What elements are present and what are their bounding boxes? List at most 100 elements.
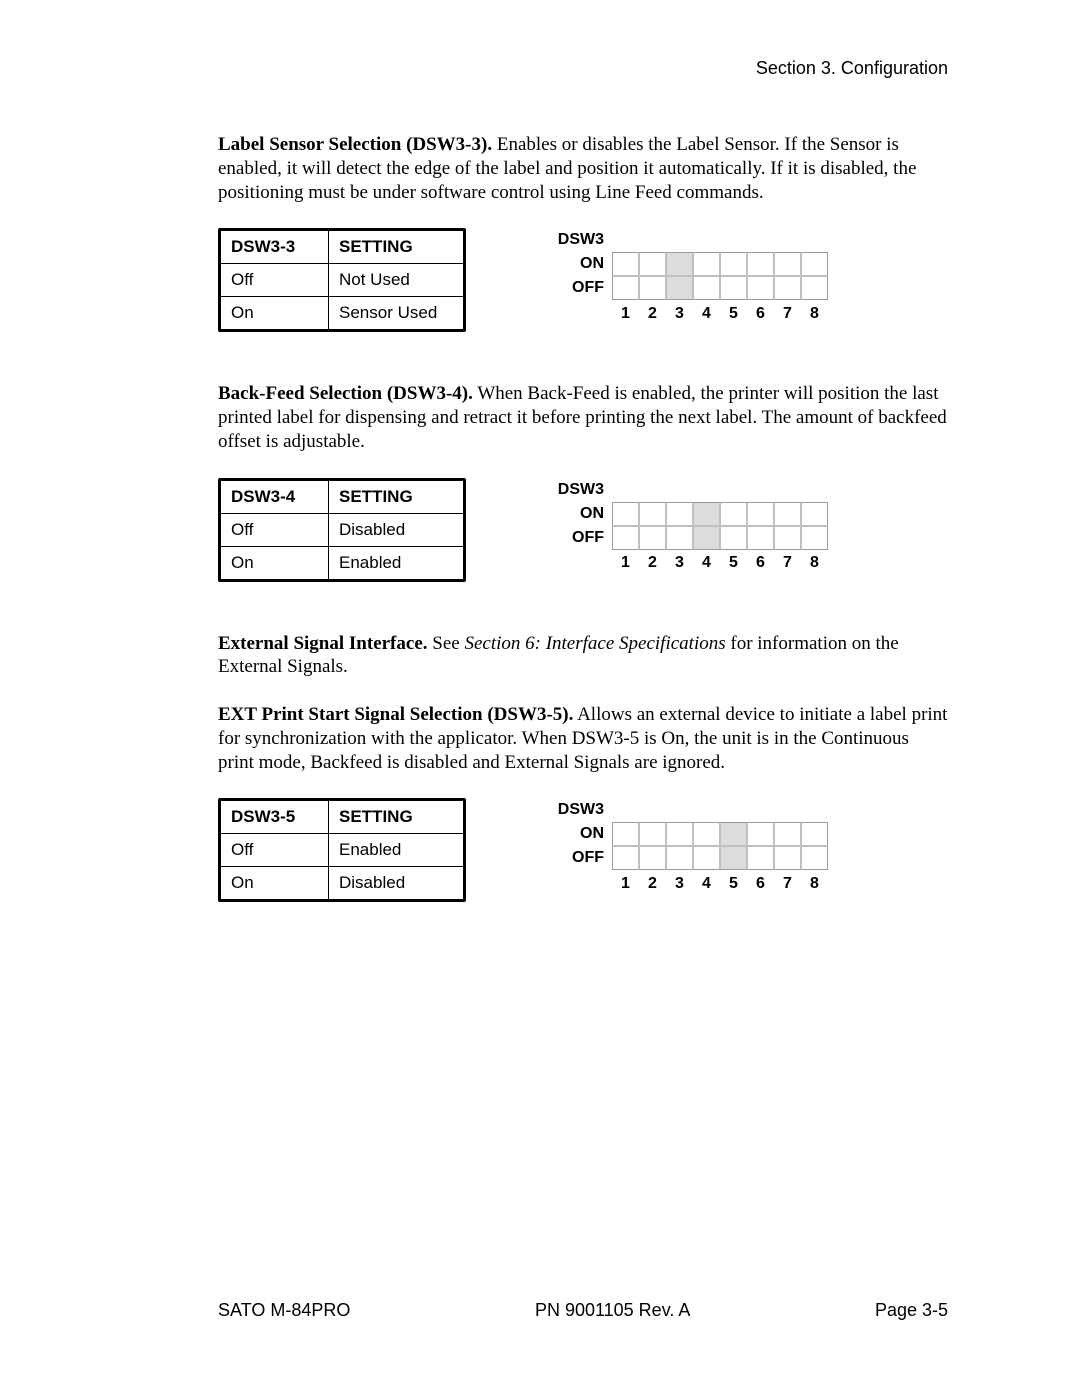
dip-cell bbox=[666, 276, 693, 300]
dip-num: 8 bbox=[801, 551, 828, 572]
table-header-row: DSW3-4 SETTING bbox=[221, 481, 463, 514]
dip-cell bbox=[801, 276, 828, 300]
dip-cell bbox=[774, 526, 801, 550]
dip-cell bbox=[612, 846, 639, 870]
dip-cell bbox=[666, 526, 693, 550]
footer-center: PN 9001105 Rev. A bbox=[535, 1300, 690, 1321]
dip-cell bbox=[693, 822, 720, 846]
dip-cell bbox=[801, 502, 828, 526]
dip-dsw3-5: DSW3ONOFF12345678 bbox=[556, 798, 828, 894]
dip-cell bbox=[720, 502, 747, 526]
dip-cell bbox=[747, 502, 774, 526]
dip-cell bbox=[774, 276, 801, 300]
dip-title: DSW3 bbox=[556, 231, 612, 249]
dip-cell bbox=[693, 846, 720, 870]
td: Not Used bbox=[329, 264, 463, 296]
dip-num: 7 bbox=[774, 551, 801, 572]
dip-cell bbox=[639, 526, 666, 550]
td: On bbox=[221, 297, 329, 329]
body-pre: See bbox=[432, 633, 464, 654]
dip-cell bbox=[747, 822, 774, 846]
dip-num: 1 bbox=[612, 302, 639, 323]
block-dsw3-3: DSW3-3 SETTING Off Not Used On Sensor Us… bbox=[218, 228, 948, 332]
table-dsw3-3: DSW3-3 SETTING Off Not Used On Sensor Us… bbox=[218, 228, 466, 332]
th-setting: SETTING bbox=[329, 231, 463, 263]
td: Sensor Used bbox=[329, 297, 463, 329]
dip-num: 8 bbox=[801, 302, 828, 323]
table-header-row: DSW3-5 SETTING bbox=[221, 801, 463, 834]
dip-num: 3 bbox=[666, 872, 693, 893]
dip-cell bbox=[612, 526, 639, 550]
td: Off bbox=[221, 514, 329, 546]
table-row: Off Not Used bbox=[221, 264, 463, 296]
dip-cell bbox=[801, 822, 828, 846]
dip-cell bbox=[774, 822, 801, 846]
body-em: Section 6: Interface Specifications bbox=[464, 633, 725, 654]
dip-cell bbox=[720, 276, 747, 300]
dip-num: 4 bbox=[693, 872, 720, 893]
dip-cell bbox=[612, 252, 639, 276]
dip-num: 2 bbox=[639, 872, 666, 893]
dip-cell bbox=[801, 252, 828, 276]
td: Off bbox=[221, 834, 329, 866]
dip-num: 5 bbox=[720, 551, 747, 572]
td: Disabled bbox=[329, 514, 463, 546]
dip-cell bbox=[639, 502, 666, 526]
td: Off bbox=[221, 264, 329, 296]
dip-off-label: OFF bbox=[556, 279, 612, 297]
para-dsw3-4: Back-Feed Selection (DSW3-4). When Back-… bbox=[218, 382, 948, 453]
th-switch: DSW3-3 bbox=[221, 231, 329, 263]
th-setting: SETTING bbox=[329, 481, 463, 513]
dip-cell bbox=[720, 846, 747, 870]
table-row: On Sensor Used bbox=[221, 296, 463, 329]
dip-cell bbox=[693, 502, 720, 526]
dip-cell bbox=[666, 846, 693, 870]
table-dsw3-5: DSW3-5 SETTING Off Enabled On Disabled bbox=[218, 798, 466, 902]
block-dsw3-5: DSW3-5 SETTING Off Enabled On Disabled D… bbox=[218, 798, 948, 902]
dip-off-label: OFF bbox=[556, 529, 612, 547]
table-row: Off Disabled bbox=[221, 514, 463, 546]
dip-num: 6 bbox=[747, 872, 774, 893]
dip-cell bbox=[774, 502, 801, 526]
dip-cell bbox=[639, 276, 666, 300]
para-ext-signal: External Signal Interface. See Section 6… bbox=[218, 632, 948, 680]
dip-num: 6 bbox=[747, 302, 774, 323]
dip-on-label: ON bbox=[556, 825, 612, 843]
dip-num: 3 bbox=[666, 551, 693, 572]
dip-cell bbox=[666, 502, 693, 526]
para-dsw3-3: Label Sensor Selection (DSW3-3). Enables… bbox=[218, 133, 948, 204]
dip-num: 1 bbox=[612, 551, 639, 572]
dip-cell bbox=[747, 276, 774, 300]
dip-cell bbox=[639, 822, 666, 846]
table-row: On Disabled bbox=[221, 866, 463, 899]
dip-cell bbox=[693, 526, 720, 550]
dip-num: 7 bbox=[774, 872, 801, 893]
th-switch: DSW3-5 bbox=[221, 801, 329, 833]
dip-title: DSW3 bbox=[556, 801, 612, 819]
dip-num: 6 bbox=[747, 551, 774, 572]
footer-right: Page 3-5 bbox=[875, 1300, 948, 1321]
running-header: Section 3. Configuration bbox=[218, 58, 948, 79]
td: Enabled bbox=[329, 547, 463, 579]
dip-cell bbox=[666, 822, 693, 846]
dip-cell bbox=[801, 526, 828, 550]
table-row: Off Enabled bbox=[221, 834, 463, 866]
dip-cell bbox=[639, 846, 666, 870]
dip-cell bbox=[747, 252, 774, 276]
dip-cell bbox=[720, 252, 747, 276]
dip-num: 5 bbox=[720, 302, 747, 323]
dip-cell bbox=[720, 822, 747, 846]
th-setting: SETTING bbox=[329, 801, 463, 833]
td: On bbox=[221, 867, 329, 899]
table-row: On Enabled bbox=[221, 546, 463, 579]
td: On bbox=[221, 547, 329, 579]
dip-cell bbox=[801, 846, 828, 870]
heading-dsw3-4: Back-Feed Selection (DSW3-4). bbox=[218, 383, 473, 404]
heading-ext-signal: External Signal Interface. bbox=[218, 633, 428, 654]
dip-num: 1 bbox=[612, 872, 639, 893]
dip-cell bbox=[693, 252, 720, 276]
table-dsw3-4: DSW3-4 SETTING Off Disabled On Enabled bbox=[218, 478, 466, 582]
dip-num: 7 bbox=[774, 302, 801, 323]
dip-cell bbox=[666, 252, 693, 276]
page-footer: SATO M-84PRO PN 9001105 Rev. A Page 3-5 bbox=[218, 1300, 948, 1321]
